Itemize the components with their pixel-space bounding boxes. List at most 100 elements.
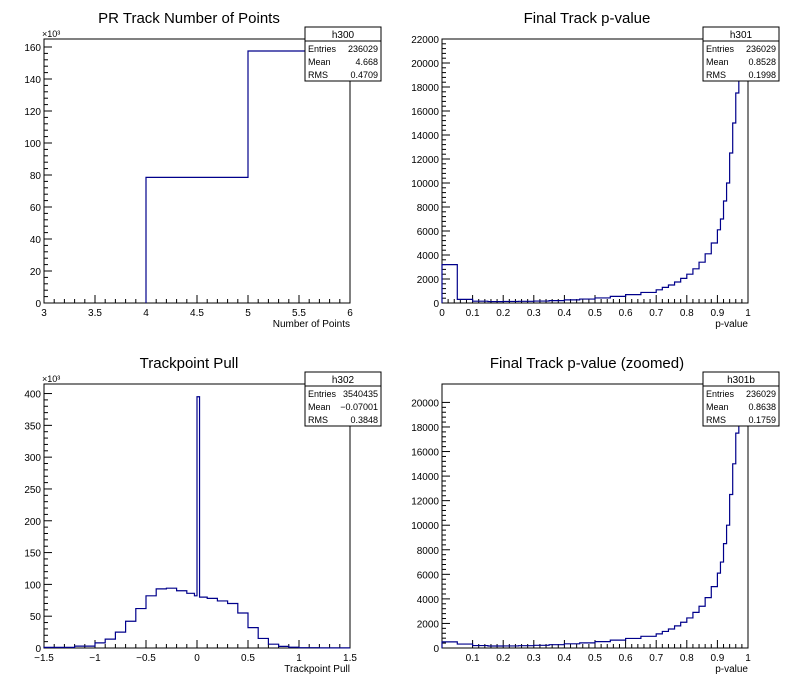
histogram-bin (675, 282, 681, 303)
histogram-bin (727, 183, 730, 303)
histogram-bin (75, 646, 95, 648)
histogram-bin (705, 254, 711, 303)
x-tick-label: 5.5 (292, 308, 306, 319)
histogram-bin (730, 153, 733, 303)
histogram-bin (488, 646, 503, 648)
histogram-bin (668, 629, 674, 648)
x-tick-label: 0.2 (496, 653, 510, 664)
histogram-bin (156, 589, 166, 648)
y-tick-label: 18000 (411, 83, 439, 94)
histogram-bin (228, 603, 238, 648)
histogram-bin (687, 274, 693, 303)
histogram-line (441, 50, 748, 303)
y-tick-label: 6000 (417, 227, 440, 238)
stats-label: RMS (706, 70, 726, 80)
stats-label: Entries (706, 389, 735, 399)
y-tick-label: 40 (30, 235, 42, 246)
stats-value: 0.8528 (748, 57, 776, 67)
x-tick-label: 0.5 (588, 308, 602, 319)
histogram-bin (724, 544, 727, 648)
stats-box-frame (702, 26, 780, 82)
stats-label: RMS (308, 415, 328, 425)
stats-label: RMS (706, 415, 726, 425)
histogram-bin (675, 626, 681, 648)
y-tick-label: 14000 (411, 131, 439, 142)
histogram-bin (248, 51, 350, 303)
histogram-bin (166, 588, 176, 648)
histogram-bin (442, 642, 457, 648)
y-tick-label: 50 (30, 612, 42, 623)
histogram-bin (488, 302, 503, 303)
stats-name: h301b (727, 375, 755, 386)
x-tick-label: −1 (89, 653, 101, 664)
x-axis-label: p-value (715, 319, 748, 330)
histogram-bin (177, 591, 187, 648)
y-tick-label: 6000 (417, 570, 440, 581)
histogram-bin (564, 644, 579, 648)
x-tick-label: 0.7 (649, 653, 663, 664)
histogram-bin (457, 644, 472, 648)
y-tick-label: 4000 (417, 251, 440, 262)
histogram-bin (115, 632, 125, 648)
histogram-bin (662, 287, 668, 303)
histogram-bin (739, 75, 742, 303)
histogram-bin (268, 644, 278, 648)
histogram-bin (720, 219, 723, 303)
histogram-bin (279, 646, 289, 648)
histogram-bin (217, 601, 227, 648)
y-tick-label: 16000 (411, 107, 439, 118)
y-tick-label: 80 (30, 171, 42, 182)
stats-name: h300 (332, 30, 355, 41)
histogram-bin (681, 622, 687, 648)
y-tick-label: 0 (433, 299, 439, 310)
histogram-bin (717, 230, 720, 303)
histogram-bin (610, 640, 625, 648)
x-tick-label: 3.5 (88, 308, 102, 319)
y-tick-label: 100 (24, 580, 41, 591)
histogram-bin (736, 93, 739, 303)
histogram-bin (519, 301, 534, 303)
histogram-bin (736, 433, 739, 648)
stats-name: h302 (332, 375, 355, 386)
histogram-bin (641, 636, 656, 648)
histogram-line (441, 389, 748, 648)
histogram-bin (503, 301, 518, 303)
y-tick-label: 10000 (411, 521, 439, 532)
chart-pr-track-points: PR Track Number of Points ×10³ 0 20 40 60 80 10… (24, 10, 382, 330)
x-tick-label: 0.4 (557, 653, 571, 664)
histogram-bin (656, 634, 662, 648)
histogram-bin (248, 628, 258, 648)
stats-label: Entries (308, 44, 337, 54)
stats-value: 236029 (746, 44, 776, 54)
x-tick-label: 6 (347, 308, 353, 319)
histogram-bin (733, 464, 736, 648)
histogram-bin (711, 587, 717, 648)
histogram-bin (457, 299, 472, 303)
y-tick-label: 16000 (411, 448, 439, 459)
stats-value: 0.1998 (748, 70, 776, 80)
y-tick-label: 10000 (411, 179, 439, 190)
x-axis-label: Trackpoint Pull (284, 664, 350, 675)
stats-value: 4.668 (355, 57, 378, 67)
stats-value: 236029 (348, 44, 378, 54)
histogram-bin (146, 177, 248, 303)
stats-value: 236029 (746, 389, 776, 399)
chart-trackpoint-pull: Trackpoint Pull ×10³ 0 50 100 150 200 250 300 350… (24, 355, 382, 675)
chart-title: Final Track p-value (zoomed) (490, 355, 684, 372)
histogram-bin (473, 646, 488, 648)
chart-final-pvalue: Final Track p-value 0 2000 4000 6000 8000 1000… (411, 10, 780, 330)
histogram-bin (662, 631, 668, 648)
y-tick-label: 0 (35, 644, 41, 655)
stats-box-frame (702, 371, 780, 427)
histogram-bin (727, 525, 730, 648)
histogram-bin (519, 646, 534, 648)
stats-box: h301b Entries 236029 Mean 0.8638 RMS 0.1759 (702, 371, 780, 427)
x-tick-label: 0.9 (710, 308, 724, 319)
x-tick-label: 0 (439, 308, 445, 319)
histogram-bin (126, 621, 136, 648)
histogram-bin (580, 299, 595, 303)
histogram-bin (717, 573, 720, 648)
x-tick-label: 0.3 (527, 653, 541, 664)
